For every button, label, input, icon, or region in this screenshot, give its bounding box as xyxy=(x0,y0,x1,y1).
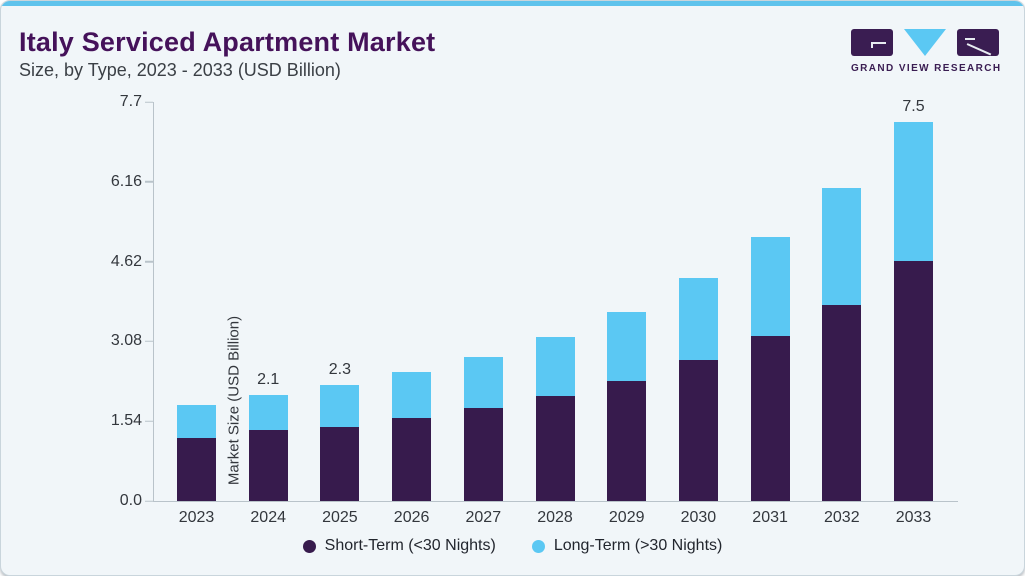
y-tick-label: 3.08 xyxy=(110,332,142,350)
brand-logo: GRAND VIEW RESEARCH xyxy=(851,29,1002,74)
bar-2024: 2.1 xyxy=(248,371,288,501)
stacked-bar-chart: Market Size (USD Billion) 0.0 1.54 3.08 4.6… xyxy=(111,93,958,526)
page-title: Italy Serviced Apartment Market xyxy=(19,27,436,57)
bar-segment-short-term xyxy=(320,426,360,501)
x-axis-label-2024: 2024 xyxy=(250,509,286,526)
bar-2026 xyxy=(392,372,432,501)
x-axis-label-2031: 2031 xyxy=(752,509,788,526)
x-axis-label-2028: 2028 xyxy=(537,509,573,526)
y-axis-title: Market Size (USD Billion) xyxy=(225,315,243,486)
legend-dot-long-term-icon xyxy=(531,539,545,553)
bar-2029 xyxy=(607,311,647,501)
x-axis-label-2023: 2023 xyxy=(178,509,215,526)
page-subtitle: Size, by Type, 2023 - 2033 (USD Billion) xyxy=(19,60,341,80)
y-tick-label: 7.7 xyxy=(119,93,142,110)
y-axis-tick xyxy=(145,340,153,343)
brand-name: GRAND VIEW RESEARCH xyxy=(851,63,1002,74)
bar-segment-short-term xyxy=(894,260,933,501)
bar-segment-long-term xyxy=(177,404,216,438)
bar-segment-long-term xyxy=(822,187,862,306)
bar-segment-long-term xyxy=(678,278,718,360)
logo-r-mark-icon xyxy=(957,29,999,56)
bar-segment-long-term xyxy=(320,384,360,427)
bar-2030 xyxy=(678,278,718,501)
x-axis-label-2030: 2030 xyxy=(680,509,717,526)
legend-label-long-term: Long-Term (>30 Nights) xyxy=(553,537,723,554)
bar-segment-short-term xyxy=(177,437,216,501)
bar-value-label: 2.1 xyxy=(257,370,280,388)
accent-bar xyxy=(1,1,1024,6)
bar-segment-short-term xyxy=(535,396,575,501)
x-axis-label-2032: 2032 xyxy=(824,509,860,526)
bar-2025: 2.3 xyxy=(320,361,360,501)
legend-dot-short-term-icon xyxy=(302,539,316,553)
bar-segment-long-term xyxy=(750,237,790,336)
logo-v-triangle-icon xyxy=(904,29,946,56)
x-axis-label-2025: 2025 xyxy=(322,509,358,526)
bar-segment-short-term xyxy=(750,335,790,501)
bar-2023 xyxy=(177,404,216,501)
bar-segment-long-term xyxy=(463,357,503,409)
bar-segment-short-term xyxy=(678,359,718,501)
y-tick-label: 1.54 xyxy=(110,412,142,430)
legend-label-short-term: Short-Term (<30 Nights) xyxy=(324,537,496,554)
y-axis-tick xyxy=(145,420,153,422)
x-axis-label-2029: 2029 xyxy=(608,509,645,526)
legend-item-short-term: Short-Term (<30 Nights) xyxy=(302,537,496,555)
y-tick-label: 4.62 xyxy=(110,252,142,270)
bar-segment-short-term xyxy=(463,408,503,501)
bar-segment-long-term xyxy=(392,372,432,419)
x-axis-label-2027: 2027 xyxy=(465,509,502,526)
y-axis-tick xyxy=(145,101,153,103)
bar-segment-short-term xyxy=(822,305,862,501)
bar-segment-long-term xyxy=(607,311,647,382)
y-axis-tick xyxy=(145,260,153,263)
y-axis-tick xyxy=(145,181,153,183)
bar-segment-short-term xyxy=(607,381,647,501)
x-axis-label-2033: 2033 xyxy=(895,509,932,526)
bar-segment-long-term xyxy=(894,121,933,261)
y-axis-tick xyxy=(145,500,153,502)
bar-2028 xyxy=(535,336,575,501)
bar-segment-long-term xyxy=(535,336,575,397)
logo-marks xyxy=(851,29,999,56)
bar-2027 xyxy=(463,357,503,501)
legend-item-long-term: Long-Term (>30 Nights) xyxy=(531,537,723,555)
x-axis-label-2026: 2026 xyxy=(393,509,430,526)
legend: Short-Term (<30 Nights) Long-Term (>30 N… xyxy=(1,537,1024,555)
logo-g-mark-icon xyxy=(851,29,893,56)
y-tick-label: 0.0 xyxy=(119,492,142,509)
bar-segment-long-term xyxy=(248,394,288,431)
bar-2031 xyxy=(750,237,790,501)
y-tick-label: 6.16 xyxy=(110,172,142,190)
bar-2033: 7.5 xyxy=(894,98,933,501)
bar-segment-short-term xyxy=(392,418,432,501)
bar-value-label: 7.5 xyxy=(902,97,925,115)
bar-value-label: 2.3 xyxy=(328,360,352,378)
bar-2032 xyxy=(822,187,862,501)
bar-segment-short-term xyxy=(248,430,288,501)
